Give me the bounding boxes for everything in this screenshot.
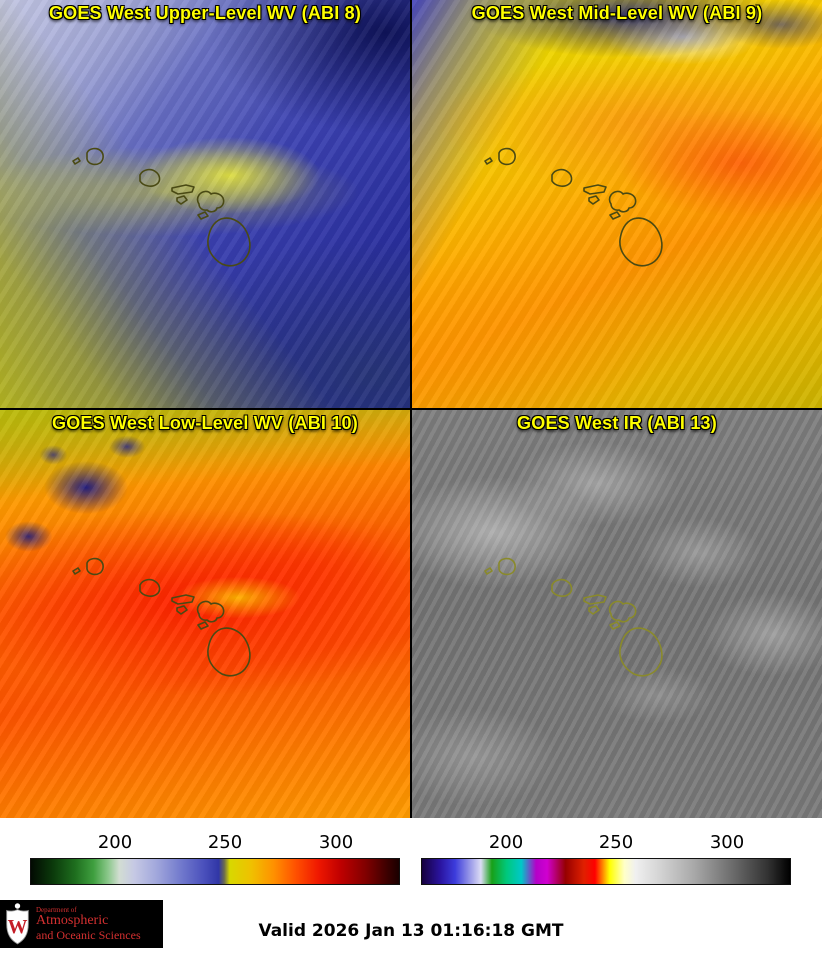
wv-tick-300: 300: [318, 832, 354, 853]
hawaii-islands-overlay: [72, 147, 251, 267]
wv-tick-250: 250: [207, 832, 243, 853]
ir-colorbar: [421, 858, 791, 885]
hawaii-islands-overlay: [72, 557, 251, 677]
logo-name-line-2: and Oceanic Sciences: [36, 927, 141, 942]
panel-ir: GOES West IR (ABI 13): [412, 410, 822, 818]
uw-aos-logo: W Department of Atmospheric and Oceanic …: [0, 900, 163, 948]
hawaii-islands-overlay: [484, 147, 663, 267]
logo-text: Department of Atmospheric and Oceanic Sc…: [36, 905, 141, 942]
valid-timestamp: Valid 2026 Jan 13 01:16:18 GMT: [258, 921, 564, 941]
panel-title-mid-wv: GOES West Mid-Level WV (ABI 9): [471, 3, 763, 23]
panel-low-level-wv: GOES West Low-Level WV (ABI 10): [0, 410, 410, 818]
ir-tick-200: 200: [488, 832, 524, 853]
ir-tick-300: 300: [709, 832, 745, 853]
wv-tick-200: 200: [97, 832, 133, 853]
quad-panel-grid: GOES West Upper-Level WV (ABI 8) GOES We…: [0, 0, 822, 818]
ir-tick-250: 250: [598, 832, 634, 853]
panel-mid-level-wv: GOES West Mid-Level WV (ABI 9): [412, 0, 822, 408]
hawaii-islands-overlay: [484, 557, 663, 677]
panel-title-upper-wv: GOES West Upper-Level WV (ABI 8): [48, 3, 362, 23]
logo-name-line-1: Atmospheric: [36, 913, 109, 929]
panel-title-low-wv: GOES West Low-Level WV (ABI 10): [52, 413, 358, 433]
logo-dept-line: Department of: [36, 905, 77, 914]
panel-title-ir: GOES West IR (ABI 13): [517, 413, 717, 433]
wv-colorbar: [30, 858, 400, 885]
footer: W Department of Atmospheric and Oceanic …: [0, 894, 822, 954]
colorbar-section: 200 250 300 200 250 300: [0, 818, 822, 894]
panel-upper-level-wv: GOES West Upper-Level WV (ABI 8): [0, 0, 410, 408]
crest-letter: W: [8, 916, 28, 938]
uw-crest-icon: W: [6, 903, 29, 945]
